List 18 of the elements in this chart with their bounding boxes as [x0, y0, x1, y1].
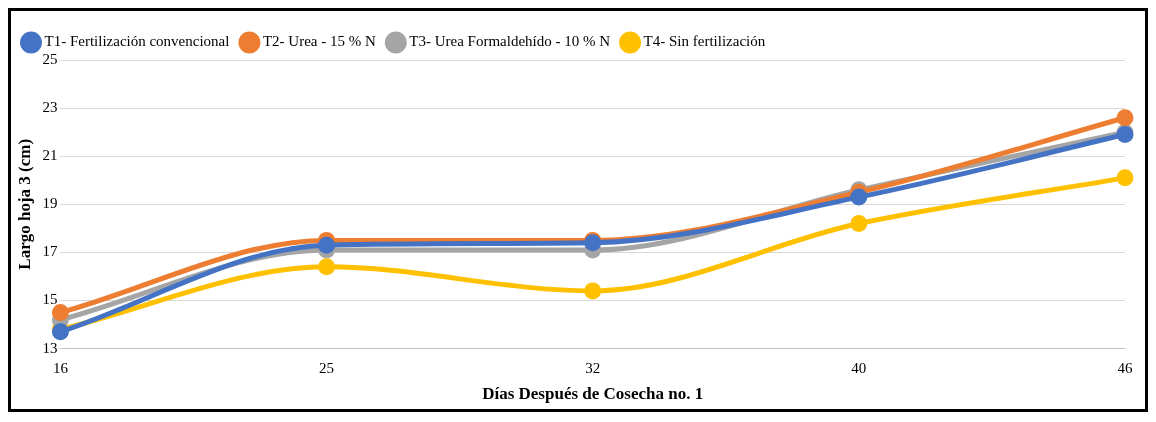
legend-label: T3- Urea Formaldehído - 10 % N: [409, 33, 611, 50]
y-tick-label: 19: [42, 195, 58, 212]
x-tick-label: 46: [1117, 359, 1133, 376]
legend-label: T1- Fertilización convencional: [44, 33, 230, 50]
y-tick-label: 17: [42, 243, 58, 260]
x-tick-label: 32: [585, 359, 601, 376]
y-tick-label: 21: [42, 147, 58, 164]
y-tick-label: 13: [42, 339, 58, 356]
legend-label: T2- Urea - 15 % N: [262, 33, 376, 50]
x-axis-title: Días Después de Cosecha no. 1: [482, 384, 704, 404]
y-tick-label: 23: [42, 99, 58, 116]
y-axis-title: Largo hoja 3 (cm): [14, 138, 34, 270]
x-tick-label: 16: [52, 359, 69, 376]
legend-label: T4- Sin fertilización: [643, 33, 766, 50]
y-tick-label: 15: [42, 291, 58, 308]
x-tick-label: 25: [319, 359, 335, 376]
y-tick-label: 25: [42, 50, 58, 67]
x-tick-label: 40: [851, 359, 867, 376]
